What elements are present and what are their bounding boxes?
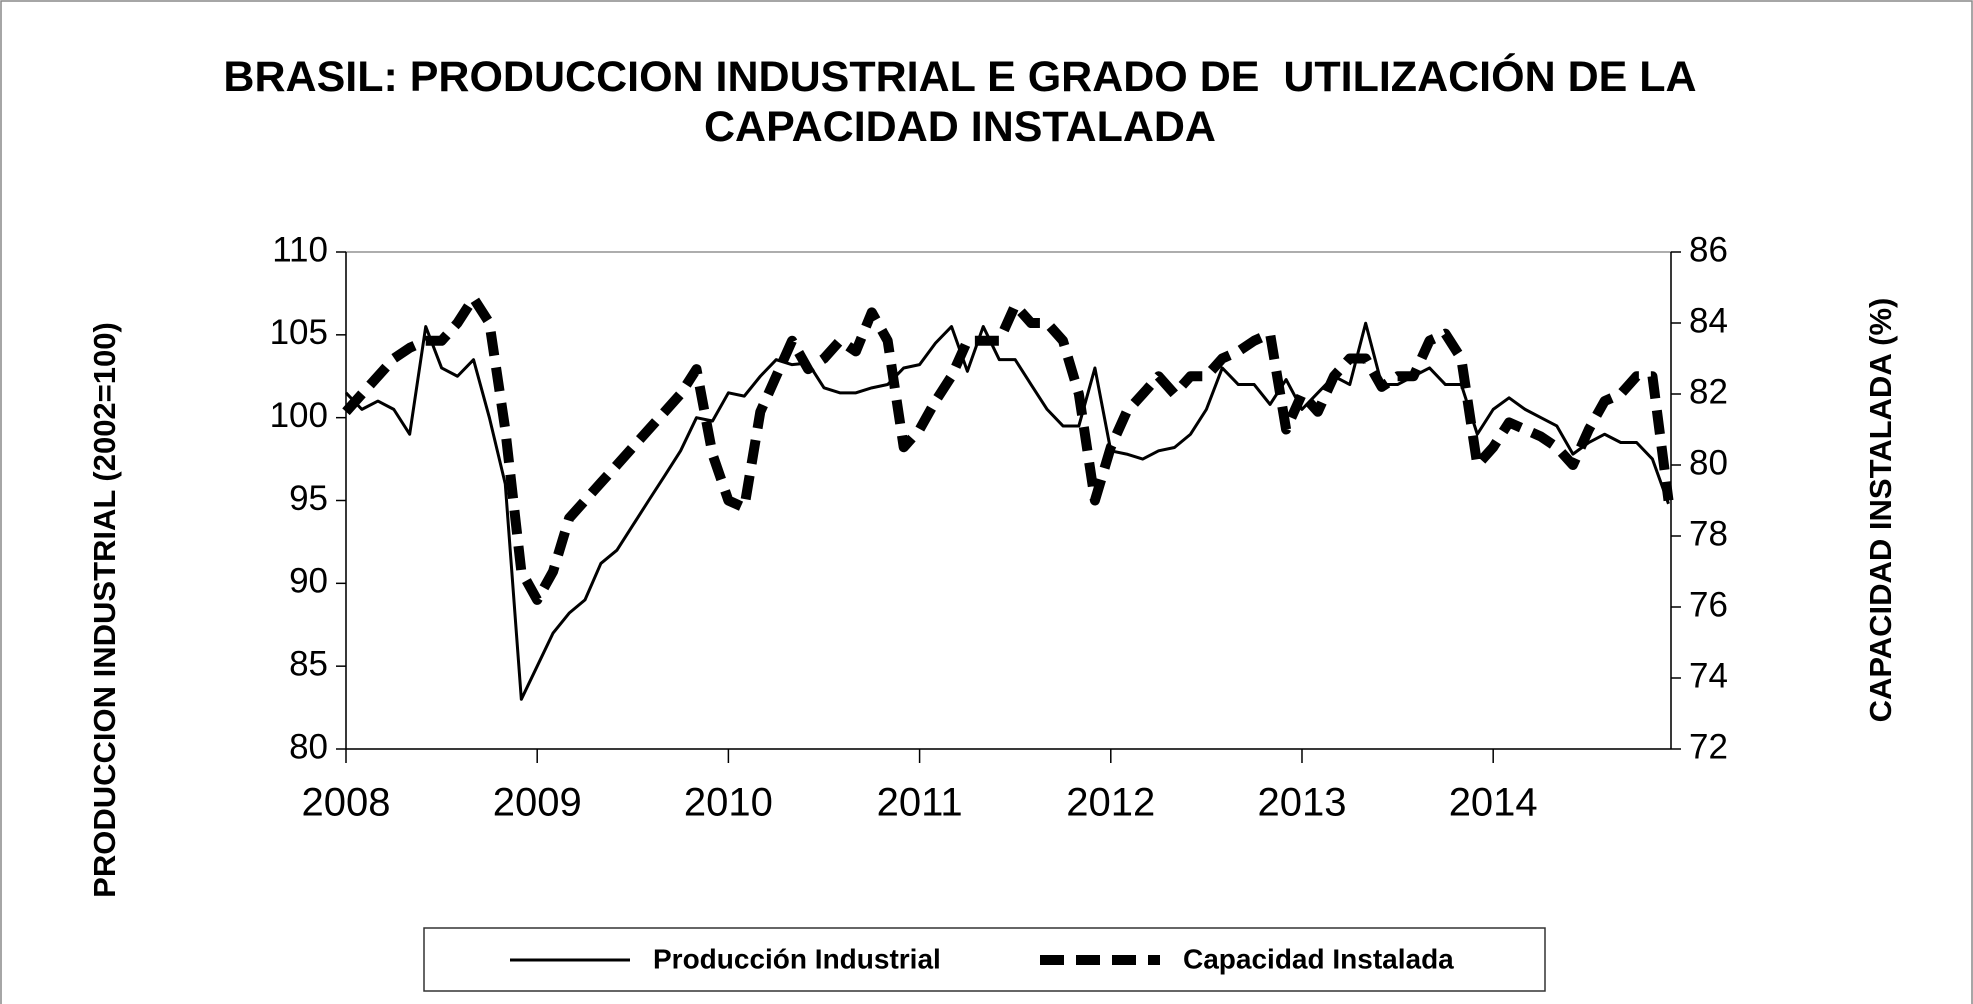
legend-label: Capacidad Instalada [1183, 943, 1454, 974]
y2-tick-label: 78 [1689, 514, 1728, 553]
y-tick-label: 100 [270, 396, 328, 435]
x-tick-label: 2009 [493, 781, 582, 825]
y-tick-label: 110 [272, 230, 328, 269]
series-line [342, 293, 1674, 605]
y-tick-label: 80 [289, 727, 328, 766]
y2-tick-label: 82 [1689, 372, 1728, 411]
y-tick-label: 85 [289, 644, 328, 683]
legend-box [423, 927, 1546, 992]
x-tick-label: 2013 [1257, 781, 1346, 825]
y-tick-label: 90 [289, 562, 328, 601]
y2-tick-label: 86 [1689, 230, 1728, 269]
x-tick-label: 2010 [684, 781, 773, 825]
y-tick-label: 105 [270, 313, 328, 352]
y2-tick-label: 74 [1689, 656, 1728, 695]
chart-title: BRASIL: PRODUCCION INDUSTRIAL E GRADO DE… [223, 53, 1709, 151]
y-axis-title: PRODUCCION INDUSTRIAL (2002=100) [87, 322, 122, 898]
x-tick-label: 2012 [1066, 781, 1155, 825]
y2-axis-title: CAPACIDAD INSTALADA (%) [1863, 298, 1898, 723]
x-tick-label: 2008 [302, 781, 391, 825]
y-tick-label: 95 [289, 479, 328, 518]
x-tick-label: 2014 [1449, 781, 1538, 825]
legend-label: Producción Industrial [653, 943, 941, 974]
y2-tick-label: 76 [1689, 585, 1728, 624]
y2-tick-label: 80 [1689, 443, 1728, 482]
series-line [344, 321, 1670, 701]
y2-tick-label: 72 [1689, 727, 1728, 766]
x-tick-label: 2011 [877, 781, 963, 825]
y2-tick-label: 84 [1689, 301, 1728, 340]
